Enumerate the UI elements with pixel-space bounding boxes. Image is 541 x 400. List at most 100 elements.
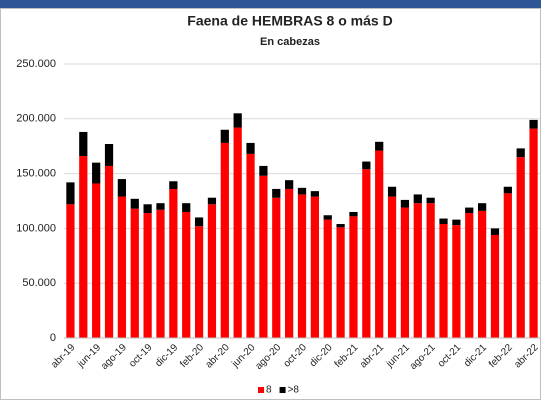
bar-segment: [490, 234, 500, 338]
x-tick-label: oct-21: [436, 342, 464, 370]
bar-segment: [117, 179, 127, 197]
x-tick-label: oct-19: [127, 342, 155, 370]
bar-segment: [233, 113, 242, 128]
bar-segment: [529, 128, 538, 338]
bar-segment: [130, 198, 139, 209]
bar-segment: [336, 227, 345, 338]
bar-segment: [156, 203, 165, 210]
bar-segment: [182, 211, 191, 338]
x-tick-label: feb-21: [333, 342, 361, 370]
header-bar: [0, 0, 541, 8]
bar-segment: [259, 165, 268, 176]
bar-segment: [285, 188, 294, 338]
bar-segment: [92, 162, 101, 184]
y-tick-label: 250.000: [16, 58, 56, 70]
bar-segment: [490, 228, 500, 235]
chart-subtitle: En cabezas: [260, 36, 320, 48]
bar-segment: [169, 188, 178, 338]
legend-swatch: [258, 387, 264, 393]
bar-segment: [130, 208, 139, 338]
x-tick-label: abr-21: [358, 342, 387, 371]
bar-segment: [104, 165, 114, 338]
x-tick-label: jun-20: [229, 342, 257, 370]
bar-segment: [323, 215, 332, 220]
bar-segment: [529, 119, 538, 129]
x-tick-label: feb-22: [487, 342, 515, 370]
bar-segment: [246, 142, 255, 154]
bar-segment: [413, 203, 422, 338]
bar-segment: [516, 148, 525, 158]
bar-segment: [207, 204, 217, 338]
bar-segment: [66, 204, 75, 338]
x-tick-label: ago-21: [408, 342, 438, 372]
bar-segment: [400, 199, 410, 208]
bar-segment: [207, 197, 217, 205]
bar-segment: [452, 219, 461, 226]
y-tick-label: 50.000: [22, 277, 56, 289]
bar-segment: [387, 196, 397, 338]
bar-segment: [516, 157, 525, 338]
bar-segment: [477, 203, 487, 211]
x-tick-label: abr-22: [512, 342, 541, 371]
y-tick-label: 200.000: [16, 113, 56, 125]
x-tick-label: dic-20: [308, 342, 335, 369]
bar-segment: [413, 194, 422, 204]
x-tick-label: ago-20: [253, 342, 283, 372]
bar-segment: [426, 203, 435, 338]
bar-segment: [349, 216, 358, 338]
bar-segment: [156, 209, 165, 338]
bar-segment: [362, 161, 371, 170]
bar-segment: [387, 186, 397, 197]
x-tick-label: jun-21: [384, 342, 412, 370]
bar-segment: [400, 207, 410, 338]
x-tick-label: dic-21: [462, 342, 489, 369]
bar-segment: [233, 127, 242, 339]
bar-segment: [220, 142, 229, 338]
bar-segment: [194, 217, 204, 227]
bar-segment: [104, 144, 114, 166]
legend-label: 8: [266, 385, 272, 396]
x-tick-label: jun-19: [75, 342, 103, 370]
bar-segment: [79, 131, 88, 157]
bar-segment: [79, 156, 88, 338]
bar-segment: [503, 193, 512, 338]
bar-segment: [362, 169, 371, 338]
bar-segment: [220, 129, 229, 143]
bar-segment: [285, 180, 294, 189]
y-tick-label: 150.000: [16, 168, 56, 180]
bar-segment: [143, 213, 152, 338]
bar-segment: [310, 191, 319, 197]
bar-segment: [323, 219, 332, 338]
x-tick-label: dic-19: [153, 342, 180, 369]
bar-segment: [117, 196, 127, 338]
bar-segment: [465, 207, 474, 214]
legend-label: >8: [288, 385, 300, 396]
bar-segment: [452, 225, 461, 338]
bar-segment: [272, 188, 281, 198]
x-tick-label: feb-20: [178, 342, 206, 370]
x-tick-label: ago-19: [99, 342, 129, 372]
bar-segment: [349, 211, 358, 217]
bar-segment: [169, 181, 178, 189]
bar-segment: [439, 224, 448, 338]
y-tick-label: 0: [50, 332, 56, 344]
bar-segment: [375, 150, 384, 338]
bar-segment: [259, 175, 268, 338]
x-tick-label: abr-19: [49, 342, 78, 371]
bar-segment: [92, 183, 101, 338]
bar-segment: [503, 186, 512, 194]
bar-segment: [182, 203, 191, 212]
bar-segment: [297, 194, 307, 338]
bar-segment: [246, 153, 255, 338]
chart-title: Faena de HEMBRAS 8 o más D: [187, 13, 392, 29]
bar-segment: [375, 141, 384, 151]
bar-segment: [477, 210, 487, 338]
bar-segment: [272, 197, 281, 338]
x-tick-label: abr-20: [204, 342, 233, 371]
bar-segment: [426, 197, 435, 204]
bar-segment: [336, 224, 345, 228]
y-tick-label: 100.000: [16, 222, 56, 234]
bar-segment: [143, 204, 152, 214]
bar-segment: [297, 187, 307, 195]
